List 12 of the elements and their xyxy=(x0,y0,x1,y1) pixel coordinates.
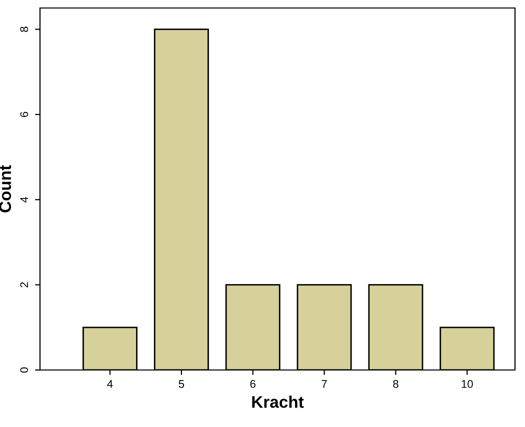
x-tick-label: 7 xyxy=(322,380,327,388)
x-tick-label: 5 xyxy=(178,380,184,388)
x-tick-label: 8 xyxy=(393,380,398,388)
x-axis-title: Kracht xyxy=(252,396,304,408)
y-tick-label: 8 xyxy=(20,26,28,32)
y-tick-label: 2 xyxy=(20,282,28,288)
y-tick-label: 4 xyxy=(20,196,28,202)
x-tick-label: 4 xyxy=(107,380,113,388)
y-tick-label: 6 xyxy=(20,112,28,117)
x-tick-label: 6 xyxy=(250,380,256,388)
y-tick-label: 0 xyxy=(20,367,28,373)
x-tick-label: 10 xyxy=(462,380,473,388)
